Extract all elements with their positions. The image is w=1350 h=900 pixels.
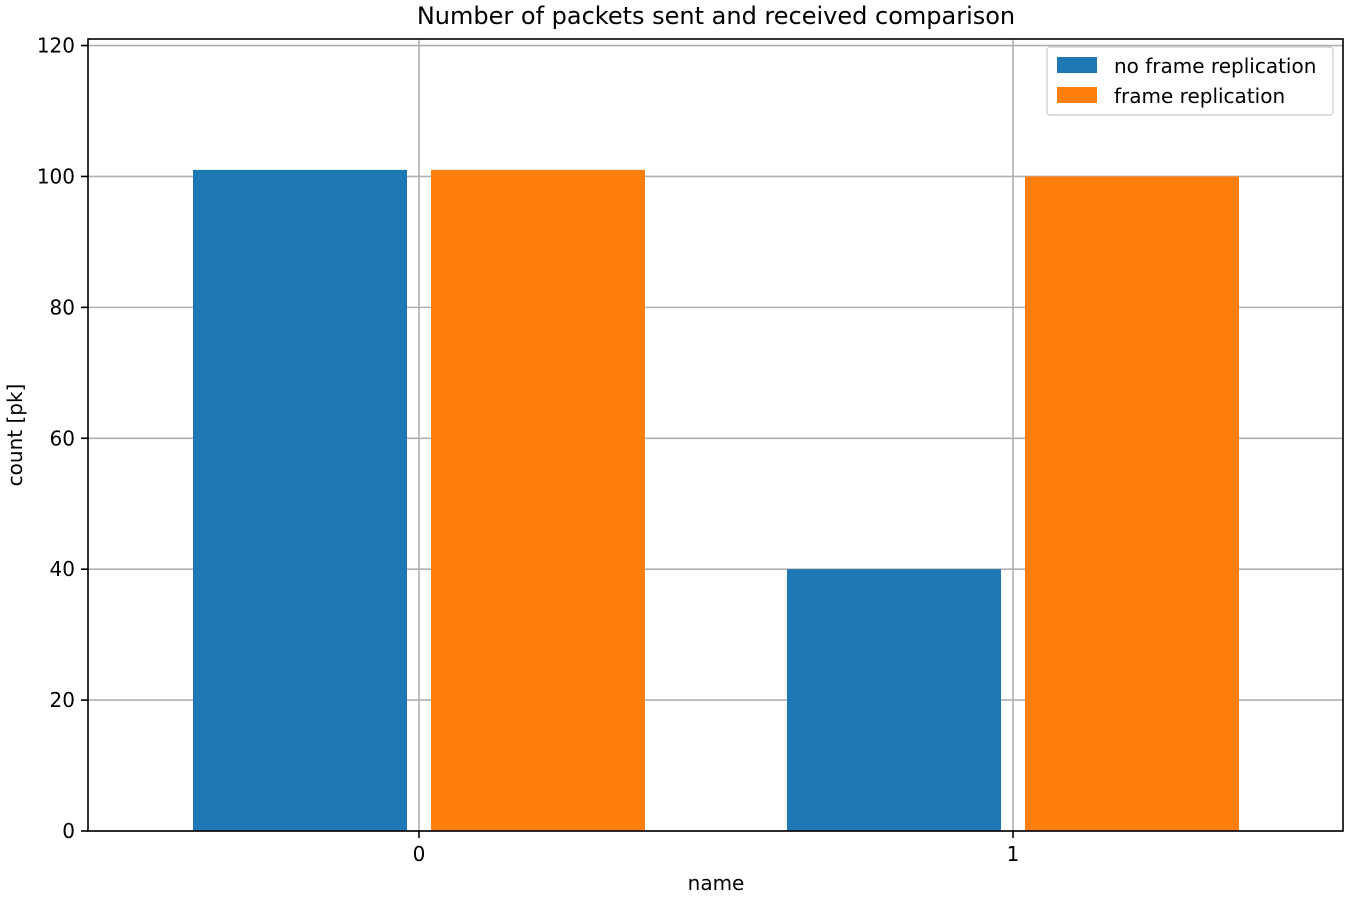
- y-tick-label: 100: [37, 164, 75, 188]
- bar-no-frame-replication-1: [787, 569, 1001, 831]
- x-axis-title: name: [688, 871, 745, 895]
- x-tick-label: 1: [1007, 842, 1020, 866]
- y-tick-label: 60: [50, 426, 75, 450]
- y-tick-label: 120: [37, 34, 75, 58]
- y-tick-label: 80: [50, 295, 75, 319]
- legend-box: [1046, 46, 1334, 116]
- y-tick-label: 40: [50, 557, 75, 581]
- y-axis: 0 20 40 60 80 100 120: [37, 34, 88, 843]
- chart-title: Number of packets sent and received comp…: [417, 2, 1015, 30]
- y-axis-title: count [pk]: [3, 384, 27, 487]
- legend-label-frame-replication: frame replication: [1114, 84, 1285, 108]
- bars-layer: [193, 169, 1239, 832]
- x-tick-label: 0: [413, 842, 426, 866]
- bar-no-frame-replication-0: [193, 169, 407, 832]
- bar-frame-replication-1: [1025, 176, 1239, 832]
- legend-swatch-frame-replication: [1057, 87, 1097, 103]
- bar-frame-replication-0: [431, 169, 645, 832]
- legend-label-no-frame-replication: no frame replication: [1114, 54, 1316, 78]
- legend: no frame replication frame replication: [1046, 46, 1334, 116]
- y-tick-label: 0: [62, 819, 75, 843]
- plot-frame: [87, 38, 1344, 832]
- y-tick-label: 20: [50, 688, 75, 712]
- legend-swatch-no-frame-replication: [1057, 57, 1097, 73]
